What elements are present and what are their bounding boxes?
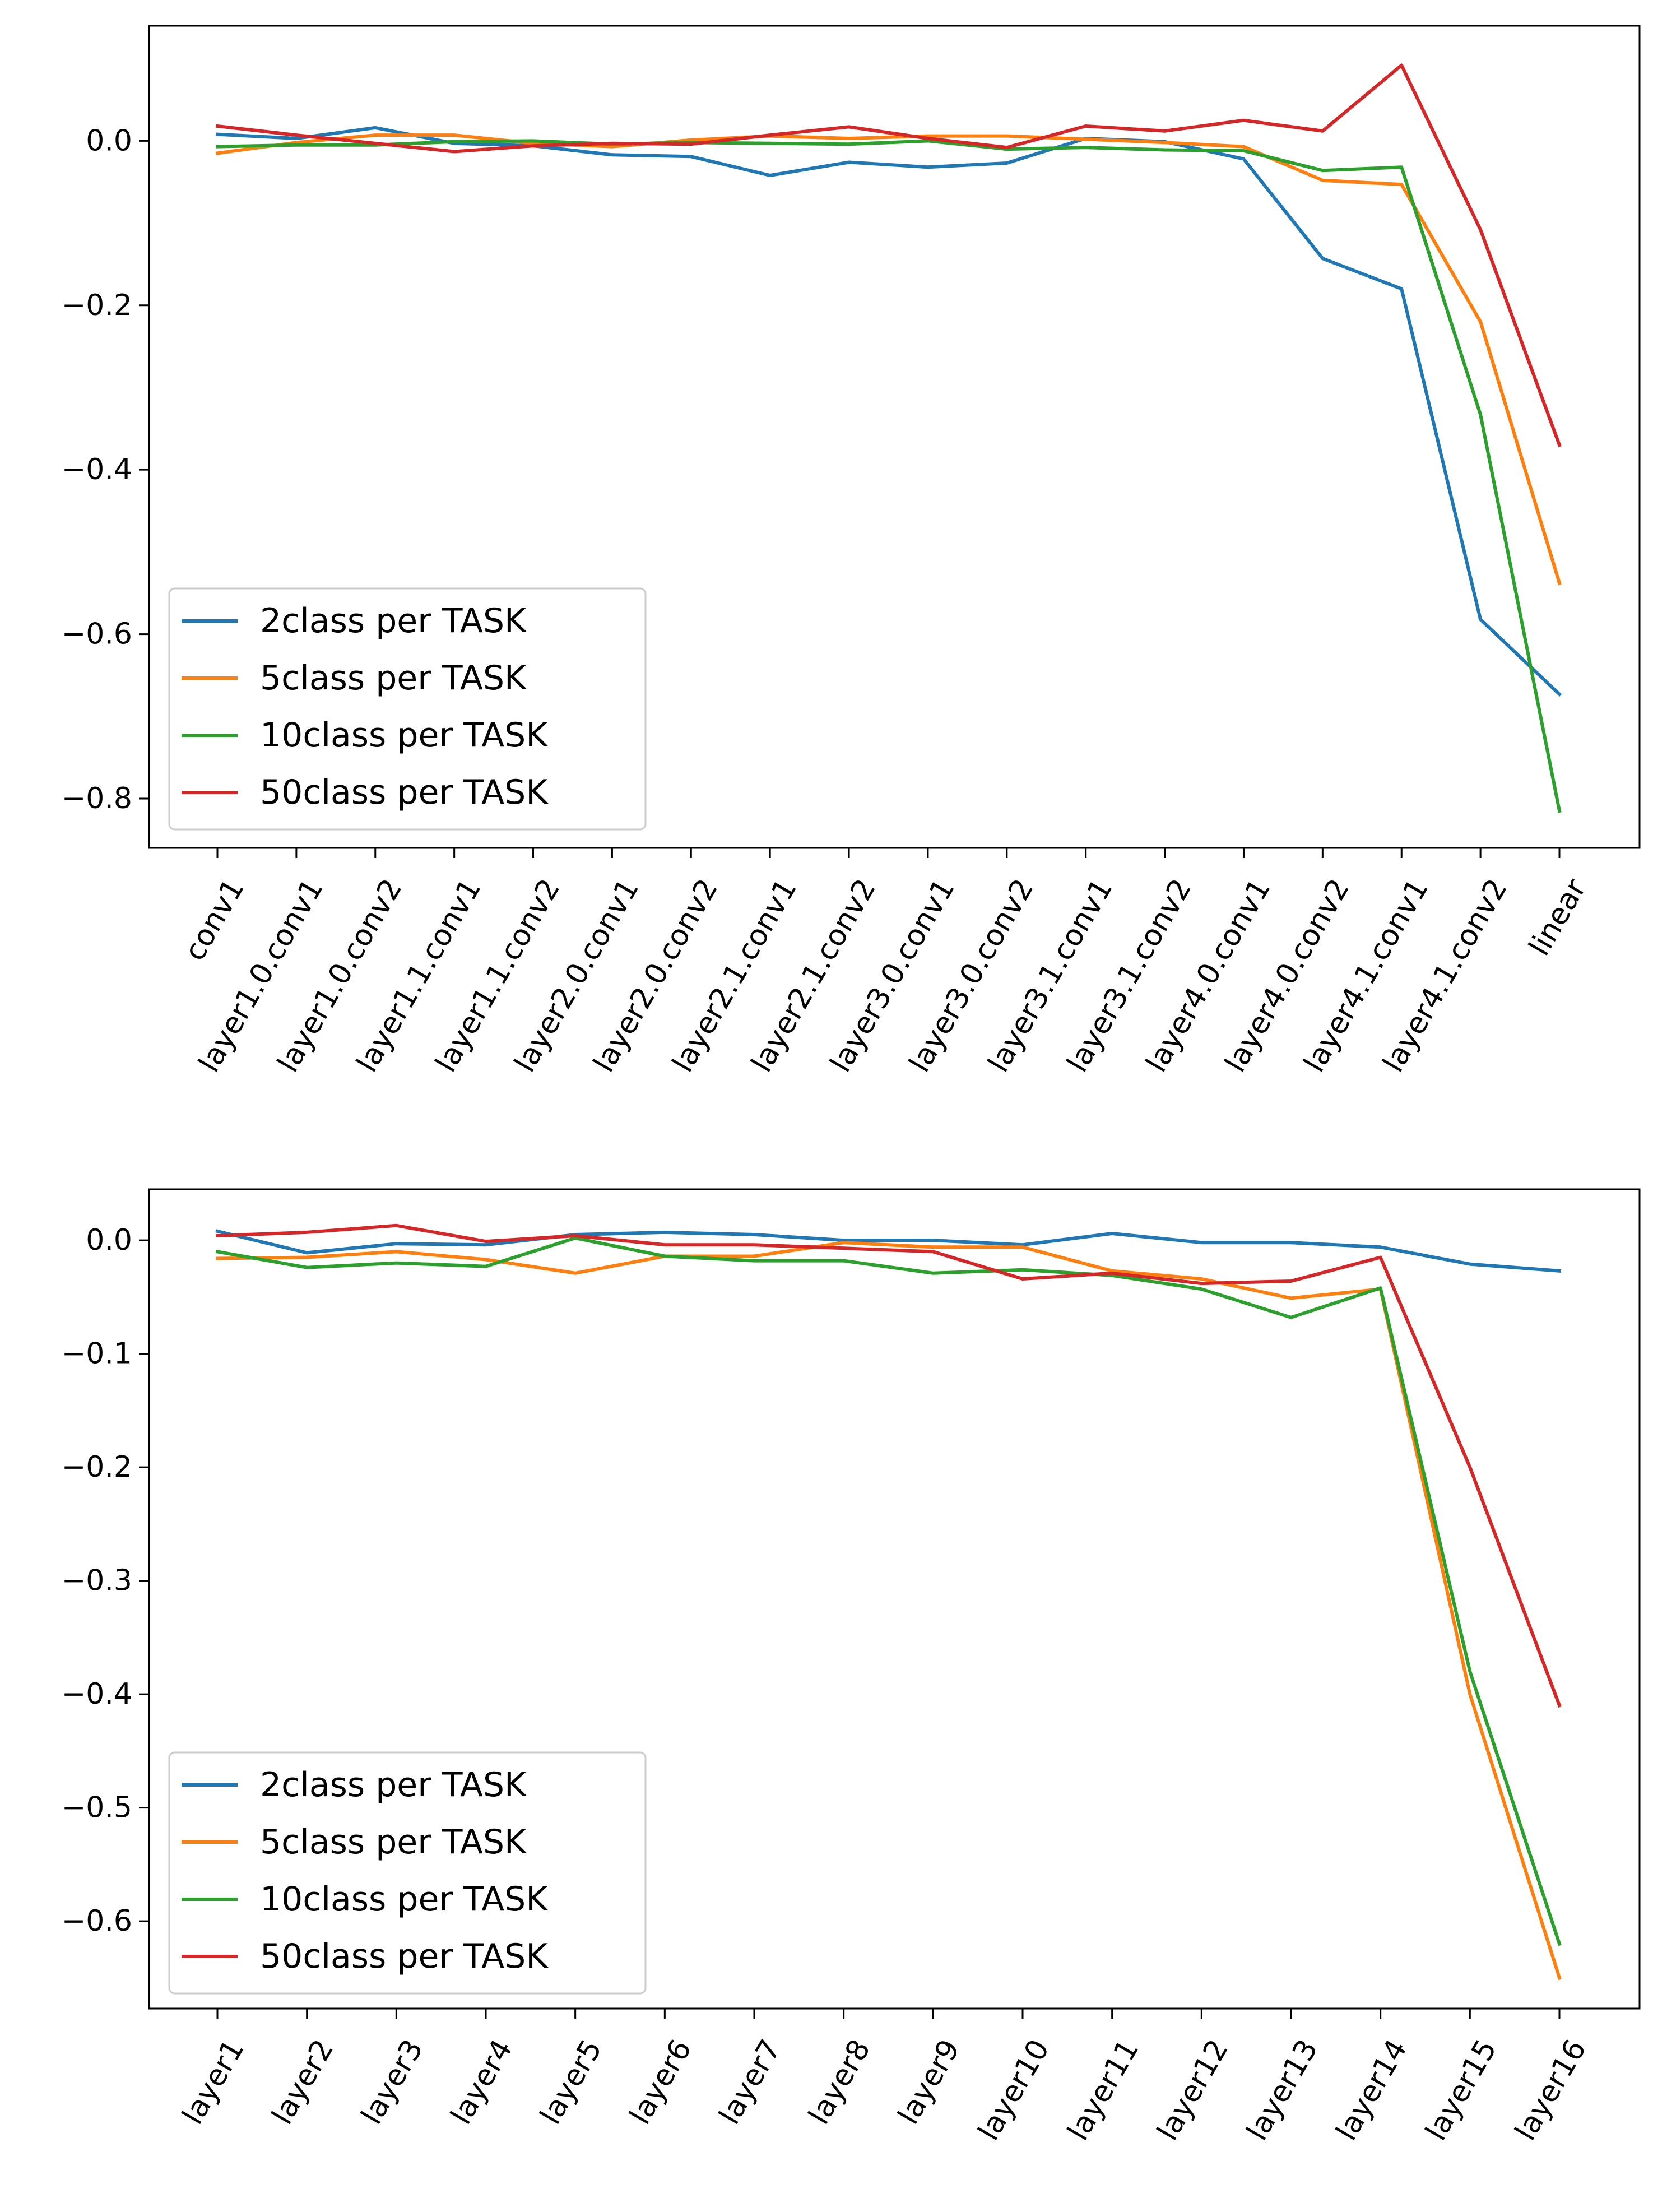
bottom-chart-marks — [215, 1223, 1562, 1981]
legend-label: 2class per TASK — [260, 601, 527, 641]
top-chart: 0.0−0.2−0.4−0.6−0.8conv1layer1.0.conv1la… — [62, 25, 1641, 1078]
y-tick-label: −0.2 — [62, 1450, 132, 1484]
y-tick-label: −0.4 — [62, 453, 132, 486]
series-line-10class-per-task — [215, 139, 1562, 813]
legend-label: 50class per TASK — [260, 1937, 549, 1976]
legend-label: 10class per TASK — [260, 1880, 549, 1919]
series-line-5class-per-task — [215, 133, 1562, 586]
series-line-10class-per-task — [215, 1236, 1562, 1946]
legend-box — [168, 587, 647, 831]
legend-label: 50class per TASK — [260, 773, 549, 812]
legend-label: 5class per TASK — [260, 1823, 527, 1862]
legend-label: 2class per TASK — [260, 1765, 527, 1805]
top-chart-legend: 2class per TASK 5class per TASK 10class pe… — [168, 587, 647, 831]
series-line-50class-per-task — [215, 1223, 1562, 1708]
series-line-2class-per-task — [215, 1229, 1562, 1273]
legend-label: 10class per TASK — [260, 716, 549, 755]
series-line-5class-per-task — [215, 1241, 1562, 1981]
top-chart-marks — [215, 63, 1562, 813]
y-tick-label: −0.6 — [62, 1904, 132, 1938]
legend-box — [168, 1751, 647, 1995]
y-tick-label: −0.5 — [62, 1791, 132, 1825]
y-tick-label: −0.1 — [62, 1337, 132, 1371]
y-tick-label: −0.3 — [62, 1564, 132, 1598]
series-line-50class-per-task — [215, 63, 1562, 448]
bottom-chart-legend: 2class per TASK 5class per TASK 10class pe… — [168, 1751, 647, 1995]
y-tick-label: −0.8 — [62, 782, 132, 815]
top-chart-frame — [148, 25, 1641, 849]
legend-label: 5class per TASK — [260, 659, 527, 698]
y-tick-label: −0.6 — [62, 618, 132, 651]
y-tick-label: 0.0 — [86, 124, 132, 157]
y-tick-label: −0.4 — [62, 1677, 132, 1711]
y-tick-label: 0.0 — [86, 1223, 132, 1257]
bottom-chart-frame — [148, 1188, 1641, 2010]
y-tick-label: −0.2 — [62, 289, 132, 322]
